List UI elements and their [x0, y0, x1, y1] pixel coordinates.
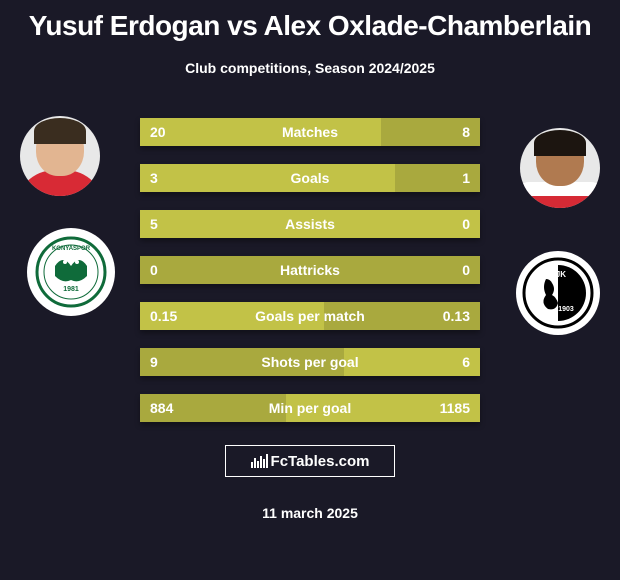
svg-text:1981: 1981 — [63, 286, 79, 293]
page-subtitle: Club competitions, Season 2024/2025 — [0, 60, 620, 76]
footer-brand-text: FcTables.com — [271, 453, 370, 470]
stat-label: Goals — [140, 164, 480, 192]
stat-row: 8841185Min per goal — [140, 394, 480, 422]
avatar-placeholder — [520, 128, 600, 208]
player-left-photo — [20, 116, 100, 196]
player-right-photo — [520, 128, 600, 208]
stat-label: Matches — [140, 118, 480, 146]
svg-text:BJK: BJK — [550, 270, 566, 279]
besiktas-crest-icon: BJK 1903 — [522, 257, 594, 329]
footer-date: 11 march 2025 — [0, 505, 620, 521]
stat-label: Hattricks — [140, 256, 480, 284]
stat-label: Assists — [140, 210, 480, 238]
logo-icon — [251, 454, 268, 468]
comparison-content: 1981 KONYASPOR BJK 1903 208Matches 31Goal… — [0, 116, 620, 451]
club-right-crest: BJK 1903 — [516, 251, 600, 335]
stat-row: 31Goals — [140, 164, 480, 192]
footer-brand: FcTables.com — [225, 445, 395, 477]
club-left-crest: 1981 KONYASPOR — [27, 228, 115, 316]
page-title: Yusuf Erdogan vs Alex Oxlade-Chamberlain — [0, 0, 620, 42]
stat-label: Min per goal — [140, 394, 480, 422]
avatar-placeholder — [20, 116, 100, 196]
stat-row: 00Hattricks — [140, 256, 480, 284]
stat-row: 208Matches — [140, 118, 480, 146]
stat-row: 96Shots per goal — [140, 348, 480, 376]
stat-row: 0.150.13Goals per match — [140, 302, 480, 330]
svg-text:KONYASPOR: KONYASPOR — [52, 246, 91, 252]
stat-label: Shots per goal — [140, 348, 480, 376]
stat-bars: 208Matches 31Goals 50Assists 00Hattricks 0.1… — [140, 118, 480, 422]
stat-label: Goals per match — [140, 302, 480, 330]
stat-row: 50Assists — [140, 210, 480, 238]
konyaspor-crest-icon: 1981 KONYASPOR — [35, 236, 107, 308]
svg-text:1903: 1903 — [558, 306, 574, 313]
